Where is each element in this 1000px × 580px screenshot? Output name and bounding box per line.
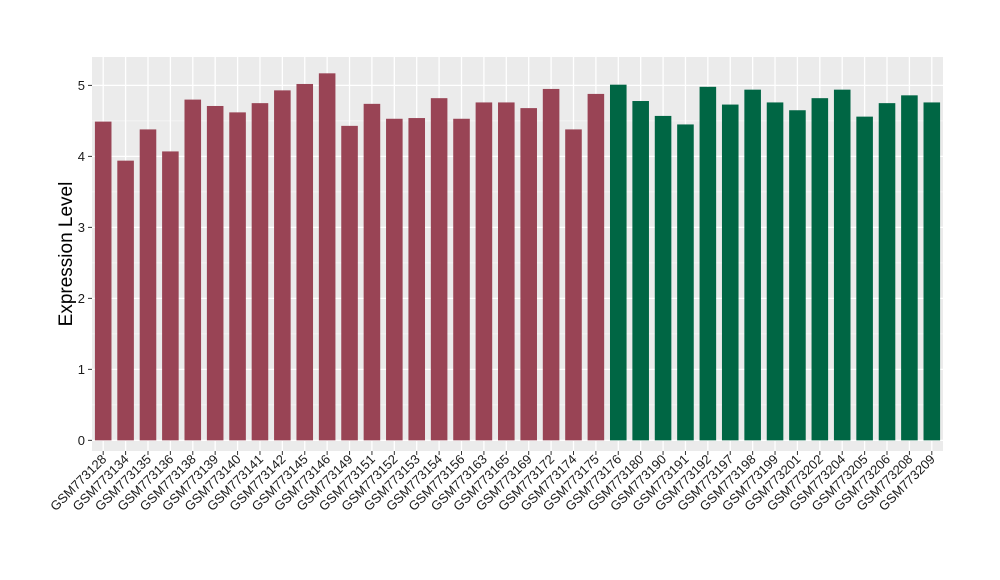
bar-GSM773153 [408, 118, 426, 441]
bar-GSM773135 [139, 129, 157, 441]
y-tick-label: 2 [78, 291, 85, 306]
bar-GSM773134 [117, 160, 134, 441]
bar-GSM773152 [386, 118, 403, 441]
bar-GSM773163 [475, 102, 493, 441]
y-tick-label: 1 [78, 362, 85, 377]
bar-GSM773136 [162, 151, 179, 441]
bar-GSM773198 [744, 89, 761, 441]
x-axis: GSM773128GSM773134GSM773135GSM773136GSM7… [47, 451, 938, 514]
bar-GSM773145 [296, 83, 314, 441]
bar-GSM773154 [430, 98, 448, 441]
bar-GSM773139 [206, 105, 224, 441]
bar-GSM773151 [363, 103, 381, 441]
bar-GSM773146 [318, 73, 336, 441]
bar-GSM773140 [229, 112, 246, 441]
y-axis: 0 1 2 3 4 5 [78, 78, 92, 448]
y-axis-title: Expression Level [56, 182, 77, 327]
bar-GSM773141 [251, 103, 269, 441]
bar-GSM773175 [587, 93, 605, 441]
bar-GSM773169 [520, 108, 537, 441]
bar-GSM773165 [498, 102, 515, 441]
bar-GSM773201 [789, 110, 806, 441]
bar-GSM773190 [654, 115, 672, 441]
bar-GSM773142 [274, 90, 291, 441]
bar-GSM773128 [94, 121, 112, 441]
bar-GSM773172 [542, 88, 560, 441]
bar-GSM773209 [923, 102, 941, 441]
bar-GSM773176 [609, 84, 627, 441]
y-tick-label: 5 [78, 78, 85, 93]
bar-GSM773202 [811, 98, 829, 441]
bar-GSM773206 [878, 103, 896, 441]
bar-GSM773156 [453, 118, 470, 441]
bar-GSM773180 [632, 101, 649, 441]
bar-GSM773205 [856, 116, 873, 441]
bar-GSM773138 [184, 99, 202, 441]
y-tick-label: 4 [78, 149, 85, 164]
bar-GSM773191 [677, 124, 694, 441]
bar-GSM773204 [833, 89, 851, 441]
bar-GSM773174 [565, 129, 582, 441]
bar-GSM773208 [901, 95, 918, 441]
bars [94, 73, 941, 441]
bar-GSM773192 [699, 86, 717, 441]
bar-GSM773197 [721, 104, 739, 441]
y-tick-label: 0 [78, 433, 85, 448]
y-tick-label: 3 [78, 220, 85, 235]
bar-GSM773199 [766, 102, 784, 441]
bar-GSM773149 [341, 125, 358, 441]
